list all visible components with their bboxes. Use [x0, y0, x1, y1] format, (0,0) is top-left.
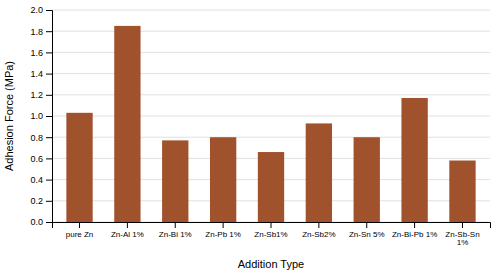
- x-tick: Zn-Bi-Pb 1%: [392, 222, 437, 239]
- y-tick-mark: [46, 95, 52, 96]
- x-tick-mark: [414, 222, 415, 228]
- y-tick-label: 0.6: [30, 154, 43, 164]
- x-axis-title: Addition Type: [238, 258, 304, 270]
- x-tick-label-line: Zn-Sb1%: [254, 230, 287, 239]
- x-tick-label: Zn-Sb2%: [302, 230, 335, 239]
- y-tick-label: 1.8: [30, 27, 43, 37]
- bar: [258, 152, 284, 222]
- bar: [401, 98, 427, 222]
- x-tick-label: Zn-Bi-Pb 1%: [392, 230, 437, 239]
- y-tick: 1.8: [30, 27, 52, 37]
- x-tick-mark: [366, 222, 367, 228]
- y-tick-label: 0.4: [30, 175, 43, 185]
- y-tick-label: 0.2: [30, 196, 43, 206]
- x-tick-mark: [318, 222, 319, 228]
- bar: [114, 26, 140, 222]
- y-tick-mark: [46, 158, 52, 159]
- y-tick: 1.0: [30, 111, 52, 121]
- bar: [306, 123, 332, 222]
- plot: 0.0 0.2 0.4 0.6 0.8 1.0 1.2 1.4 1.6 1.8 2.0 pure Zn…: [30, 5, 490, 247]
- x-tick-label-line: Zn-Sb2%: [302, 230, 335, 239]
- y-tick-mark: [46, 52, 52, 53]
- bars: [66, 26, 475, 222]
- y-axis-line: [46, 11, 53, 223]
- bar: [354, 137, 380, 222]
- y-tick-mark: [46, 222, 52, 223]
- x-tick: pure Zn: [66, 222, 94, 239]
- x-tick-label-line: Zn-Sn 5%: [349, 230, 385, 239]
- y-tick: 1.2: [30, 90, 52, 100]
- x-axis: pure Zn Zn-Al 1% Zn-Bi 1% Zn-Pb 1% Zn-Sb1% Zn…: [53, 222, 491, 247]
- x-tick-mark: [223, 222, 224, 228]
- y-tick: 0.4: [30, 175, 52, 185]
- x-tick-label-line: Zn-Sb-Sn: [445, 230, 479, 239]
- y-tick-mark: [46, 116, 52, 117]
- grid: [52, 10, 490, 222]
- y-tick: 1.4: [30, 69, 52, 79]
- x-tick: Zn-Sb1%: [254, 222, 287, 239]
- x-tick-mark: [175, 222, 176, 228]
- y-tick: 0.2: [30, 196, 52, 206]
- x-tick: Zn-Sb2%: [302, 222, 335, 239]
- bar: [449, 161, 475, 222]
- x-tick-label-line: Zn-Bi 1%: [159, 230, 192, 239]
- y-tick-label: 1.6: [30, 48, 43, 58]
- y-tick-label: 2.0: [30, 5, 43, 15]
- y-tick-label: 0.8: [30, 133, 43, 143]
- x-tick: Zn-Sn 5%: [349, 222, 385, 239]
- y-tick-mark: [46, 31, 52, 32]
- y-tick-label: 1.0: [30, 111, 43, 121]
- y-tick: 0.8: [30, 133, 52, 143]
- x-tick-label: pure Zn: [66, 230, 94, 239]
- y-tick-mark: [46, 201, 52, 202]
- grid-line: [52, 10, 490, 11]
- x-tick: Zn-Bi 1%: [159, 222, 192, 239]
- bar: [66, 113, 92, 222]
- x-tick-label: Zn-Al 1%: [111, 230, 144, 239]
- x-tick: Zn-Al 1%: [111, 222, 144, 239]
- x-tick-label: Zn-Sb1%: [254, 230, 287, 239]
- x-tick-label-line: 1%: [457, 238, 469, 247]
- bar: [162, 140, 188, 222]
- chart: 0.0 0.2 0.4 0.6 0.8 1.0 1.2 1.4 1.6 1.8 2.0 pure Zn…: [0, 0, 500, 274]
- y-tick-label: 0.0: [30, 217, 43, 227]
- x-tick-mark: [127, 222, 128, 228]
- x-tick-label-line: pure Zn: [66, 230, 94, 239]
- y-tick-label: 1.4: [30, 69, 43, 79]
- y-tick-label: 1.2: [30, 90, 43, 100]
- y-tick: 0.6: [30, 154, 52, 164]
- x-tick: Zn-Sb-Sn1%: [445, 222, 479, 247]
- y-tick-mark: [46, 74, 52, 75]
- y-tick: 0.0: [30, 217, 52, 227]
- x-tick-label: Zn-Sb-Sn1%: [445, 230, 479, 248]
- x-tick: Zn-Pb 1%: [205, 222, 241, 239]
- x-tick-label-line: Zn-Pb 1%: [205, 230, 241, 239]
- x-tick-mark: [271, 222, 272, 228]
- x-tick-label-line: Zn-Al 1%: [111, 230, 144, 239]
- y-tick-mark: [46, 10, 52, 11]
- y-axis-title: Adhesion Force (MPa): [3, 61, 15, 171]
- x-tick-mark: [79, 222, 80, 228]
- x-axis-line: [53, 223, 491, 229]
- y-tick-mark: [46, 137, 52, 138]
- y-tick-mark: [46, 180, 52, 181]
- y-tick: 1.6: [30, 48, 52, 58]
- x-tick-label-line: Zn-Bi-Pb 1%: [392, 230, 437, 239]
- x-tick-mark: [462, 222, 463, 228]
- bar: [210, 137, 236, 222]
- x-tick-label: Zn-Sn 5%: [349, 230, 385, 239]
- x-tick-label: Zn-Pb 1%: [205, 230, 241, 239]
- x-tick-label: Zn-Bi 1%: [159, 230, 192, 239]
- y-tick: 2.0: [30, 5, 52, 15]
- y-axis: 0.0 0.2 0.4 0.6 0.8 1.0 1.2 1.4 1.6 1.8 2.0: [30, 5, 52, 227]
